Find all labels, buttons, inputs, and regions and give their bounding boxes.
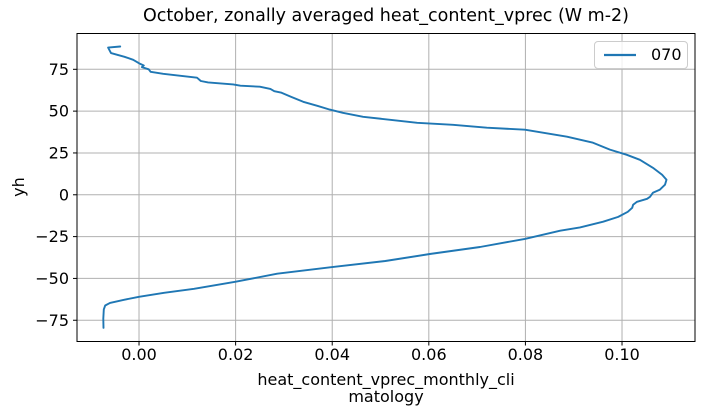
series-line bbox=[102, 45, 668, 329]
y-axis-label: yh bbox=[9, 177, 28, 197]
y-tick-label: −50 bbox=[35, 269, 69, 288]
legend-line-icon bbox=[604, 53, 636, 57]
axes-frame bbox=[76, 33, 696, 342]
x-tick-label: 0.00 bbox=[121, 345, 157, 364]
x-tick-label: 0.10 bbox=[604, 345, 640, 364]
y-tick-label: −75 bbox=[35, 311, 69, 330]
x-axis-label: heat_content_vprec_monthly_cli matology bbox=[77, 371, 695, 405]
x-tick-label: 0.06 bbox=[411, 345, 447, 364]
y-tick-label: 75 bbox=[49, 60, 69, 79]
legend: 070 bbox=[594, 41, 688, 69]
y-tick-label: 0 bbox=[59, 185, 69, 204]
chart-title: October, zonally averaged heat_content_v… bbox=[142, 6, 629, 26]
x-tick-label: 0.08 bbox=[508, 345, 544, 364]
x-tick-label: 0.04 bbox=[314, 345, 350, 364]
legend-entry-label: 070 bbox=[651, 45, 682, 64]
y-tick-label: 50 bbox=[49, 102, 69, 121]
x-axis-label-line-1: heat_content_vprec_monthly_cli bbox=[257, 370, 515, 389]
y-tick-label: 25 bbox=[49, 143, 69, 162]
x-tick-label: 0.02 bbox=[218, 345, 254, 364]
y-tick-label: −25 bbox=[35, 227, 69, 246]
x-axis-label-line-2: matology bbox=[348, 387, 424, 406]
